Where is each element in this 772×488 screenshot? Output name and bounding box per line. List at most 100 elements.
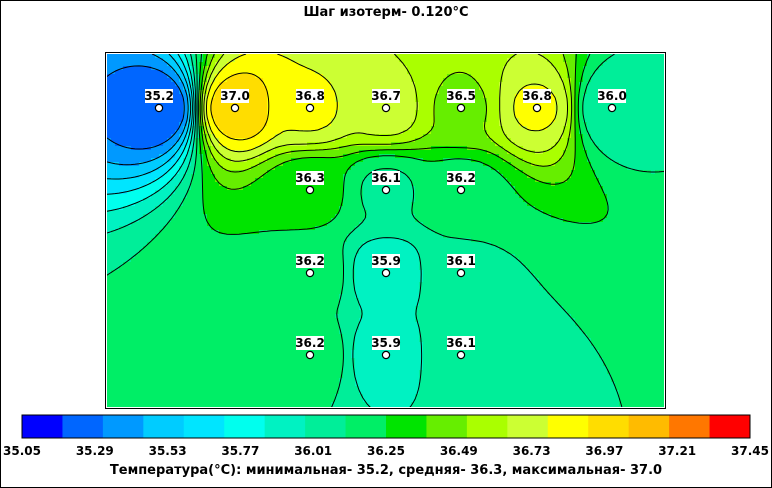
field-cell xyxy=(587,74,592,79)
field-cell xyxy=(203,114,208,119)
field-cell xyxy=(499,126,504,131)
field-cell xyxy=(187,150,192,155)
field-cell xyxy=(231,190,236,195)
field-cell xyxy=(607,150,612,155)
field-cell xyxy=(143,174,148,179)
field-cell xyxy=(287,82,292,87)
field-cell xyxy=(395,150,400,155)
field-cell xyxy=(371,86,376,91)
field-cell xyxy=(611,170,616,175)
field-cell xyxy=(431,98,436,103)
field-cell xyxy=(175,66,180,71)
field-cell xyxy=(135,98,140,103)
field-cell xyxy=(539,182,544,187)
field-cell xyxy=(495,114,500,119)
field-cell xyxy=(255,110,260,115)
field-cell xyxy=(287,58,292,63)
field-cell xyxy=(387,102,392,107)
field-cell xyxy=(539,130,544,135)
field-cell xyxy=(547,74,552,79)
field-cell xyxy=(175,142,180,147)
field-cell xyxy=(487,162,492,167)
field-cell xyxy=(323,62,328,67)
field-cell xyxy=(351,70,356,75)
field-cell xyxy=(291,166,296,171)
field-cell xyxy=(499,54,504,59)
field-cell xyxy=(183,174,188,179)
field-cell xyxy=(199,66,204,71)
field-cell xyxy=(179,134,184,139)
field-cell xyxy=(127,134,132,139)
field-cell xyxy=(635,78,640,83)
field-cell xyxy=(639,90,644,95)
field-cell xyxy=(659,170,664,175)
field-cell xyxy=(179,102,184,107)
field-cell xyxy=(255,94,260,99)
field-cell xyxy=(275,134,280,139)
field-cell xyxy=(535,182,540,187)
field-cell xyxy=(639,162,644,167)
field-cell xyxy=(423,186,428,191)
field-cell xyxy=(387,122,392,127)
field-cell xyxy=(319,154,324,159)
field-cell xyxy=(411,134,416,139)
field-cell xyxy=(523,178,528,183)
field-cell xyxy=(227,66,232,71)
field-cell xyxy=(147,106,152,111)
field-cell xyxy=(139,134,144,139)
field-cell xyxy=(527,106,532,111)
field-cell xyxy=(363,178,368,183)
field-cell xyxy=(511,82,516,87)
field-cell xyxy=(219,186,224,191)
field-cell xyxy=(179,122,184,127)
field-cell xyxy=(427,70,432,75)
field-cell xyxy=(251,102,256,107)
field-cell xyxy=(595,106,600,111)
field-cell xyxy=(243,66,248,71)
field-cell xyxy=(175,110,180,115)
field-cell xyxy=(231,178,236,183)
field-cell xyxy=(131,106,136,111)
field-cell xyxy=(287,186,292,191)
field-cell xyxy=(363,110,368,115)
field-cell xyxy=(499,70,504,75)
field-cell xyxy=(551,154,556,159)
field-cell xyxy=(435,194,440,199)
field-cell xyxy=(607,66,612,71)
field-cell xyxy=(451,58,456,63)
field-cell xyxy=(143,122,148,127)
field-cell xyxy=(467,70,472,75)
field-cell xyxy=(267,190,272,195)
field-cell xyxy=(555,162,560,167)
field-cell xyxy=(467,150,472,155)
field-cell xyxy=(651,74,656,79)
field-cell xyxy=(247,114,252,119)
field-cell xyxy=(503,190,508,195)
field-cell xyxy=(207,114,212,119)
field-cell xyxy=(271,190,276,195)
field-cell xyxy=(243,154,248,159)
field-cell xyxy=(119,98,124,103)
field-cell xyxy=(427,82,432,87)
field-cell xyxy=(127,90,132,95)
field-cell xyxy=(131,126,136,131)
field-cell xyxy=(139,142,144,147)
field-cell xyxy=(475,130,480,135)
field-cell xyxy=(619,74,624,79)
field-cell xyxy=(351,102,356,107)
field-cell xyxy=(531,110,536,115)
field-cell xyxy=(499,186,504,191)
field-cell xyxy=(579,106,584,111)
field-cell xyxy=(355,86,360,91)
field-cell xyxy=(387,194,392,199)
field-cell xyxy=(467,62,472,67)
field-cell xyxy=(339,106,344,111)
field-cell xyxy=(643,190,648,195)
field-cell xyxy=(335,154,340,159)
field-cell xyxy=(535,66,540,71)
field-cell xyxy=(195,178,200,183)
field-cell xyxy=(351,166,356,171)
field-cell xyxy=(663,74,664,79)
field-cell xyxy=(631,106,636,111)
field-cell xyxy=(223,126,228,131)
